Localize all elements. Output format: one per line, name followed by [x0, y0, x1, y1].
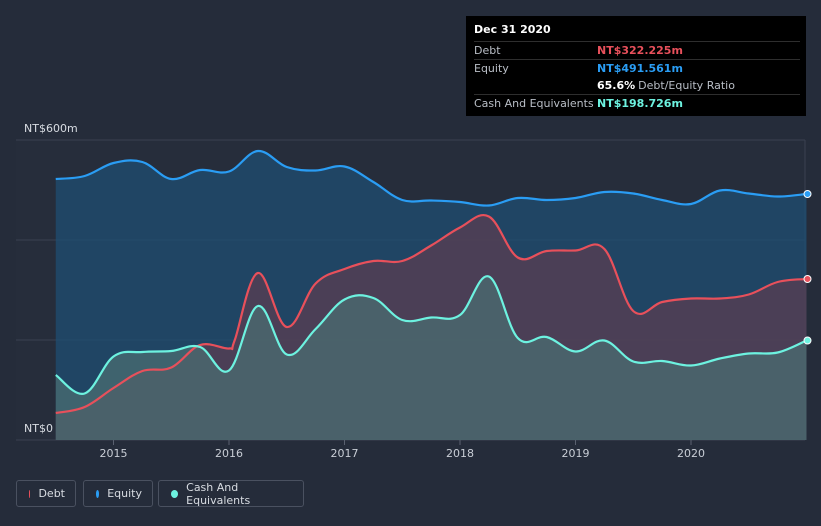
line-cash-and-equivalents	[55, 275, 807, 395]
x-axis-ticks: 2015 2016 2017 2018 2019 2020	[100, 440, 705, 460]
line-equity	[55, 149, 807, 207]
tooltip-label: Equity	[474, 62, 509, 75]
tooltip-value: NT$491.561m	[597, 62, 683, 75]
legend-dot-icon	[29, 489, 31, 498]
tooltip-date: Dec 31 2020	[474, 23, 551, 36]
legend-label: Debt	[38, 487, 65, 500]
legend-item-cash[interactable]: Cash And Equivalents	[158, 480, 304, 507]
tooltip-label: Debt	[474, 44, 501, 57]
x-tick-label: 2017	[331, 447, 359, 460]
legend-dot-icon	[96, 489, 100, 498]
y-axis-ticks: NT$600m NT$0	[24, 122, 78, 435]
tooltip-value: 65.6%	[597, 79, 636, 92]
y-tick-label: NT$600m	[24, 122, 78, 135]
x-tick-label: 2019	[562, 447, 590, 460]
chart-lines	[55, 149, 807, 415]
tooltip-sub: Debt/Equity Ratio	[638, 79, 735, 92]
tooltip-row-equity: Equity NT$491.561m	[474, 59, 800, 77]
area-cash-and-equivalents	[55, 276, 807, 440]
x-tick-label: 2020	[677, 447, 705, 460]
end-marker-cash-and-equivalents	[803, 336, 812, 345]
y-tick-label: NT$0	[24, 422, 53, 435]
x-tick-label: 2018	[446, 447, 474, 460]
x-tick-label: 2016	[215, 447, 243, 460]
tooltip-label: Cash And Equivalents	[474, 97, 594, 110]
legend-item-debt[interactable]: Debt	[16, 480, 76, 507]
line-debt	[55, 214, 807, 415]
tooltip-panel: Dec 31 2020 Debt NT$322.225m Equity NT$4…	[466, 16, 806, 116]
end-marker-equity	[803, 190, 812, 198]
tooltip-row-cash: Cash And Equivalents NT$198.726m	[474, 94, 800, 112]
x-tick-label: 2015	[100, 447, 128, 460]
legend-label: Cash And Equivalents	[186, 480, 251, 507]
legend-item-equity[interactable]: Equity	[83, 480, 153, 507]
tooltip-value: NT$322.225m	[597, 44, 683, 57]
tooltip-row-debt: Debt NT$322.225m	[474, 41, 800, 59]
chart-areas	[55, 150, 807, 440]
tooltip-row-ratio: 65.6% Debt/Equity Ratio	[474, 77, 800, 94]
end-markers	[803, 190, 812, 345]
end-marker-debt	[803, 275, 812, 283]
legend-label: Equity	[107, 487, 142, 500]
legend-dot-icon	[171, 489, 179, 498]
tooltip-value: NT$198.726m	[597, 97, 683, 110]
